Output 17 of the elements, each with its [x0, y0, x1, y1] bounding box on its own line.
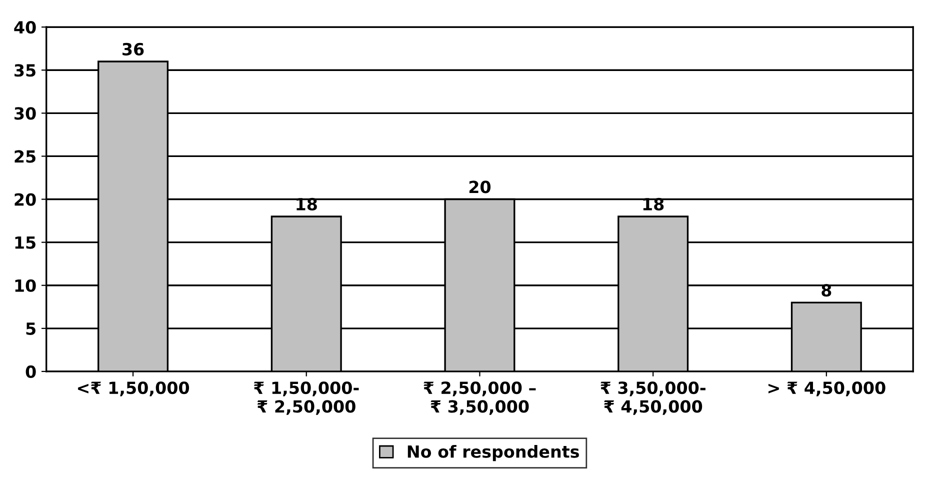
- legend-label: No of respondents: [408, 445, 579, 462]
- x-tick-label: ₹ 1,50,000- ₹ 2,50,000: [254, 381, 359, 415]
- y-tick-label: 30: [14, 107, 36, 120]
- y-tick-label: 25: [14, 150, 36, 163]
- data-label: 20: [469, 180, 491, 194]
- x-tick-label: > ₹ 4,50,000: [768, 381, 886, 396]
- y-tick-label: 5: [26, 322, 36, 335]
- x-tick-label: ₹ 2,50,000 – ₹ 3,50,000: [424, 381, 536, 415]
- y-tick-label: 35: [14, 64, 36, 77]
- x-tick-label: <₹ 1,50,000: [78, 381, 190, 396]
- data-label: 36: [122, 42, 144, 56]
- y-tick-label: 0: [26, 365, 36, 378]
- x-tick-label: ₹ 3,50,000- ₹ 4,50,000: [600, 381, 706, 415]
- y-tick-label: 40: [14, 21, 36, 34]
- y-tick-label: 10: [15, 279, 36, 292]
- y-tick-label: 15: [15, 236, 36, 249]
- y-tick-label: 20: [14, 193, 36, 206]
